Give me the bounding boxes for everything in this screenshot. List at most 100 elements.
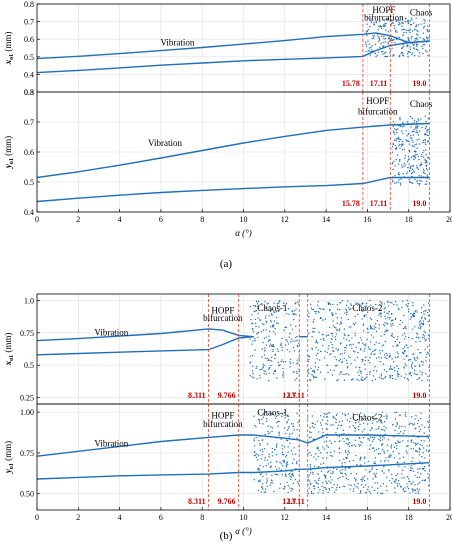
a-top-scatter-point <box>422 27 425 29</box>
b-top-scatter-point <box>344 349 346 352</box>
b-top-scatter-point <box>349 309 351 311</box>
b-bottom-scatter-point <box>398 483 400 485</box>
b-top-scatter-point <box>274 333 276 335</box>
b-top-scatter-point <box>311 370 314 372</box>
b-top-scatter-point <box>313 377 315 379</box>
a-top-scatter-point <box>377 51 379 53</box>
b-bottom-scatter-point <box>266 443 269 445</box>
b-bottom-scatter-point <box>321 419 324 421</box>
b-bottom-scatter-point <box>422 451 424 454</box>
b-top-scatter-point <box>369 327 372 330</box>
b-top-scatter-point <box>329 369 332 371</box>
b-top-scatter-point <box>350 304 353 307</box>
a-bottom-scatter-point <box>413 155 415 157</box>
b-top-scatter-point <box>345 347 347 349</box>
b-top-scatter-point <box>272 348 274 351</box>
a-top-scatter-point <box>415 45 418 48</box>
b-bottom-scatter-point <box>378 438 380 441</box>
b-top-scatter-point <box>264 349 266 352</box>
b-top-annotation: Chaos-2 <box>352 303 382 313</box>
b-top-scatter-point <box>268 372 270 375</box>
b-bottom-scatter-point <box>339 459 341 462</box>
b-bottom-scatter-point <box>419 428 422 431</box>
b-bottom-scatter-point <box>316 446 319 448</box>
b-top-scatter-point <box>334 338 337 341</box>
b-bottom-scatter-point <box>309 466 312 468</box>
b-bottom-scatter-point <box>355 480 357 482</box>
b-top-scatter-point <box>329 326 331 328</box>
a-bottom-scatter-point <box>425 149 427 151</box>
b-bottom-scatter-point <box>270 461 272 463</box>
b-top-scatter-point <box>261 348 264 350</box>
a-top-scatter-point <box>374 52 376 55</box>
b-top-scatter-point <box>371 379 373 382</box>
a-bottom-scatter-point <box>416 182 419 185</box>
b-top-scatter-point <box>254 337 256 340</box>
b-top-scatter-point <box>391 322 394 325</box>
b-bottom-scatter-point <box>388 470 390 472</box>
b-bottom-scatter-point <box>375 448 378 451</box>
a-top-scatter-point <box>417 34 419 36</box>
subfigure-b-caption: (b) <box>219 530 233 542</box>
a-bottom-scatter-point <box>424 127 427 130</box>
b-bottom-scatter-point <box>355 454 357 457</box>
b-bottom-scatter-point <box>416 443 418 445</box>
b-top-scatter-point <box>415 359 417 362</box>
b-bottom-scatter-point <box>412 470 415 473</box>
b-bottom-scatter-point <box>416 422 419 425</box>
b-bottom-scatter-point <box>359 464 362 466</box>
b-top-scatter-point <box>403 349 406 352</box>
b-top-scatter-point <box>387 305 390 307</box>
b-bottom-scatter-point <box>278 432 280 434</box>
b-bottom-scatter-point <box>410 439 413 442</box>
b-bottom-scatter-point <box>256 453 258 455</box>
b-bottom-scatter-point <box>286 429 289 431</box>
b-bottom-scatter-point <box>375 418 377 420</box>
b-bottom-scatter-point <box>375 472 378 475</box>
b-top-scatter-point <box>275 310 278 313</box>
a-top-scatter-point <box>373 21 375 24</box>
a-top-scatter-point <box>412 52 414 54</box>
b-top-scatter-point <box>330 333 333 335</box>
b-top-scatter-point <box>419 351 421 354</box>
b-bottom-scatter-point <box>329 440 331 442</box>
b-top-scatter-point <box>384 307 386 309</box>
b-bottom-scatter-point <box>281 448 284 450</box>
b-top-scatter-point <box>427 375 429 377</box>
a-top-scatter-point <box>367 17 369 20</box>
a-bottom-scatter-point <box>393 139 396 142</box>
b-top-scatter-point <box>363 344 365 346</box>
a-top-scatter-point <box>366 30 369 32</box>
b-bottom-scatter-point <box>258 469 260 471</box>
b-bottom-scatter-point <box>423 467 425 470</box>
a-top-scatter-point <box>401 18 404 20</box>
b-top-scatter-point <box>370 318 373 321</box>
b-bottom-scatter-point <box>419 461 421 463</box>
a-bottom-scatter-point <box>392 130 395 133</box>
b-top-scatter-point <box>384 354 386 356</box>
a-top-scatter-point <box>401 25 403 27</box>
b-bottom-scatter-point <box>382 483 385 485</box>
a-top-scatter-point <box>365 41 367 43</box>
a-top-scatter-point <box>416 37 418 39</box>
b-top-scatter-point <box>319 316 322 319</box>
b-top-scatter-point <box>404 363 406 365</box>
b-top-scatter-point <box>254 339 256 342</box>
a-top-scatter-point <box>390 24 392 26</box>
a-top-scatter-point <box>407 44 409 47</box>
b-bottom-scatter-point <box>427 426 430 429</box>
a-top-ylabel: xo1 (mm) <box>3 32 15 66</box>
b-bottom-scatter-point <box>269 432 271 434</box>
b-top-scatter-point <box>344 352 346 354</box>
b-bottom-scatter-point <box>285 456 287 458</box>
b-bottom-scatter-point <box>347 444 349 446</box>
b-bottom-scatter-point <box>271 447 274 450</box>
b-bottom-scatter-point <box>331 486 333 489</box>
b-bottom-scatter-point <box>327 446 330 448</box>
b-bottom-scatter-point <box>283 461 286 464</box>
b-top-scatter-point <box>329 353 331 356</box>
b-bottom-scatter-point <box>390 473 393 475</box>
b-bottom-scatter-point <box>415 444 417 446</box>
a-top-scatter-point <box>376 54 378 56</box>
b-bottom-scatter-point <box>291 470 293 473</box>
